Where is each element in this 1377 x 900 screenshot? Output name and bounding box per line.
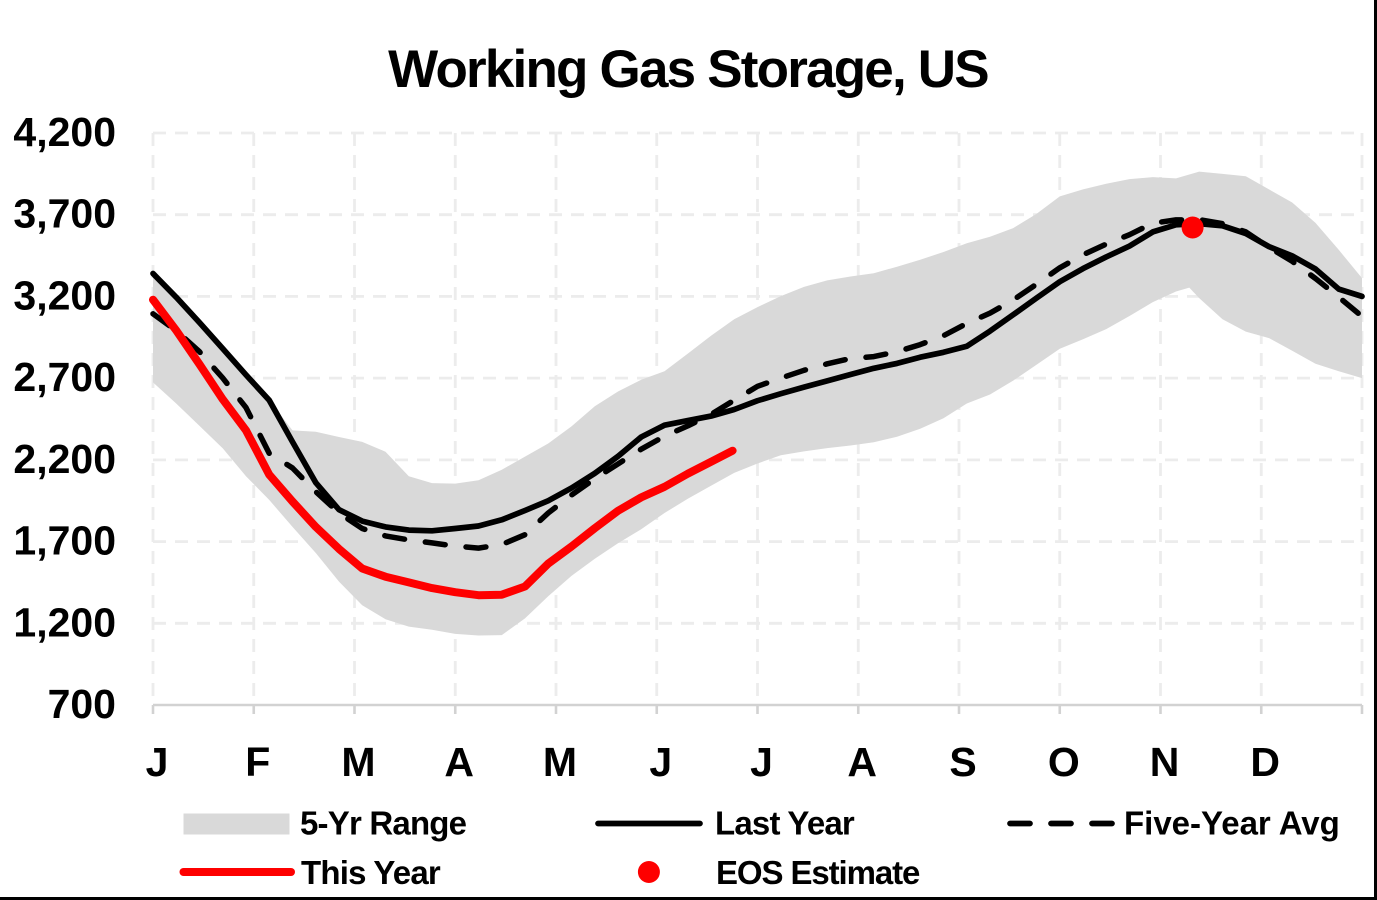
svg-text:1,200: 1,200 (13, 599, 116, 645)
svg-text:1,700: 1,700 (13, 518, 116, 564)
svg-text:J: J (750, 739, 773, 785)
svg-text:EOS Estimate: EOS Estimate (716, 854, 920, 891)
svg-text:3,200: 3,200 (13, 272, 116, 318)
svg-text:2,700: 2,700 (13, 354, 116, 400)
svg-text:A: A (847, 739, 877, 785)
svg-text:D: D (1250, 739, 1280, 785)
svg-text:S: S (949, 739, 976, 785)
svg-text:Last Year: Last Year (715, 805, 855, 842)
svg-text:N: N (1150, 739, 1180, 785)
svg-text:4,200: 4,200 (13, 109, 116, 155)
svg-text:J: J (146, 739, 169, 785)
svg-text:5-Yr Range: 5-Yr Range (300, 805, 467, 842)
svg-text:M: M (543, 739, 577, 785)
svg-text:Five-Year Avg: Five-Year Avg (1124, 805, 1340, 842)
svg-text:This Year: This Year (301, 854, 441, 891)
svg-text:Working Gas Storage, US: Working Gas Storage, US (388, 40, 988, 99)
svg-text:A: A (444, 739, 474, 785)
svg-text:M: M (341, 739, 375, 785)
svg-text:F: F (245, 739, 270, 785)
svg-text:J: J (649, 739, 672, 785)
svg-text:O: O (1048, 739, 1080, 785)
svg-text:700: 700 (48, 681, 116, 727)
svg-text:2,200: 2,200 (13, 436, 116, 482)
svg-text:3,700: 3,700 (13, 191, 116, 237)
